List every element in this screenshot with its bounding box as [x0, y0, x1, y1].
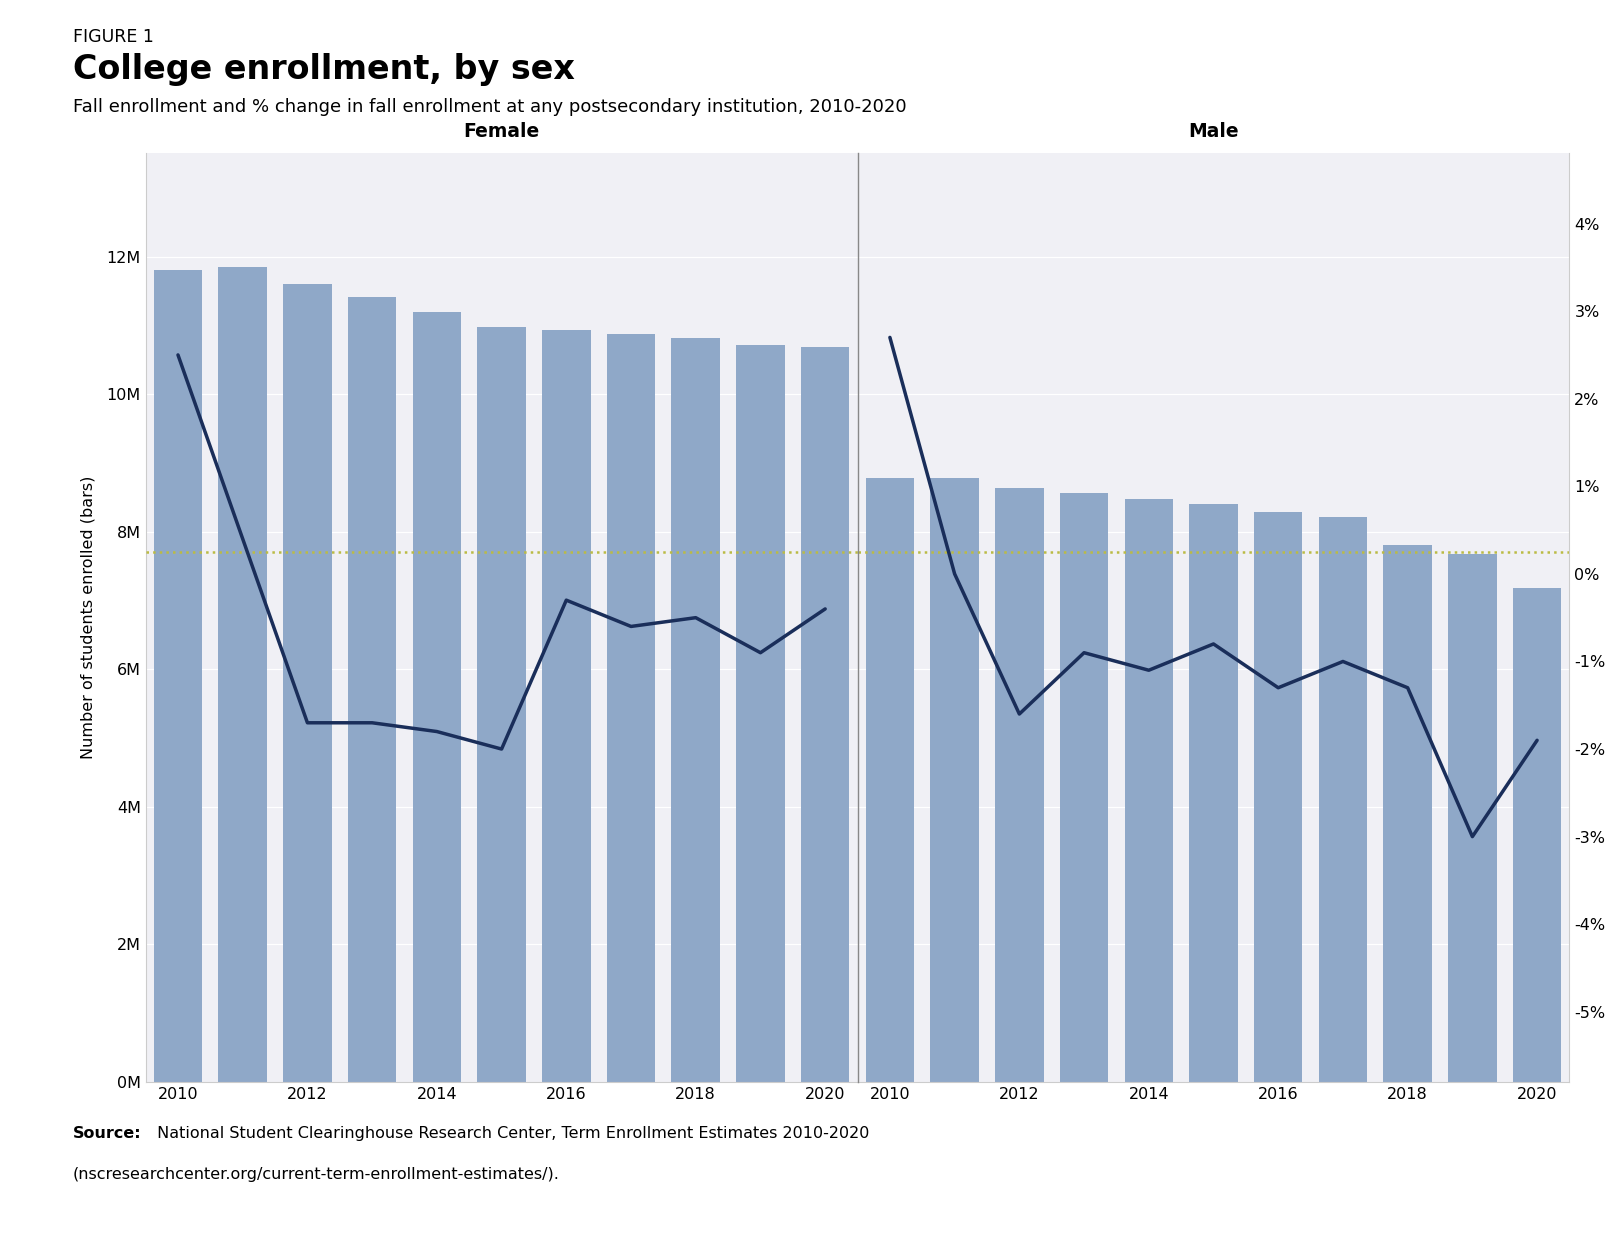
- Bar: [736, 345, 785, 1082]
- Title: Male: Male: [1188, 122, 1239, 141]
- Text: Source:: Source:: [73, 1126, 141, 1141]
- Bar: [1448, 554, 1497, 1082]
- Bar: [283, 284, 332, 1082]
- Y-axis label: Number of students enrolled (bars): Number of students enrolled (bars): [81, 476, 95, 760]
- Bar: [477, 327, 526, 1082]
- Bar: [1060, 493, 1108, 1082]
- Bar: [930, 478, 979, 1082]
- Bar: [1125, 499, 1173, 1082]
- Title: Female: Female: [463, 122, 540, 141]
- Text: (nscresearchcenter.org/current-term-enrollment-estimates/).: (nscresearchcenter.org/current-term-enro…: [73, 1167, 560, 1183]
- Bar: [348, 297, 396, 1082]
- Bar: [413, 312, 461, 1082]
- Bar: [607, 333, 655, 1082]
- Bar: [671, 338, 720, 1082]
- Bar: [1383, 546, 1432, 1082]
- Bar: [866, 478, 914, 1082]
- Text: FIGURE 1: FIGURE 1: [73, 28, 154, 45]
- Bar: [1319, 517, 1367, 1082]
- Bar: [1513, 587, 1561, 1082]
- Bar: [1254, 512, 1302, 1082]
- Text: National Student Clearinghouse Research Center, Term Enrollment Estimates 2010-2: National Student Clearinghouse Research …: [152, 1126, 869, 1141]
- Text: College enrollment, by sex: College enrollment, by sex: [73, 53, 574, 86]
- Text: Fall enrollment and % change in fall enrollment at any postsecondary institution: Fall enrollment and % change in fall enr…: [73, 98, 906, 116]
- Bar: [801, 347, 849, 1082]
- Bar: [154, 270, 202, 1082]
- Bar: [1189, 504, 1238, 1082]
- Bar: [218, 267, 267, 1082]
- Bar: [542, 330, 591, 1082]
- Bar: [995, 488, 1044, 1082]
